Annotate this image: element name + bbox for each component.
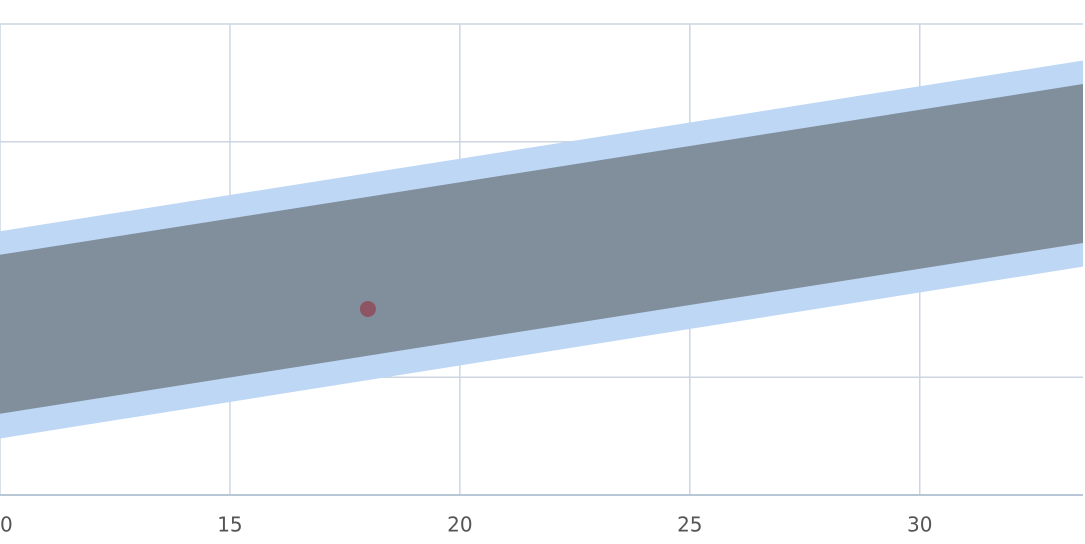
band bbox=[0, 84, 1083, 414]
x-tick-label: 20 bbox=[447, 513, 472, 537]
x-tick-label: 10 bbox=[0, 513, 13, 537]
x-tick-label: 15 bbox=[217, 513, 242, 537]
point bbox=[359, 300, 376, 317]
x-tick-label: 30 bbox=[907, 513, 932, 537]
x-tick-label: 25 bbox=[677, 513, 702, 537]
